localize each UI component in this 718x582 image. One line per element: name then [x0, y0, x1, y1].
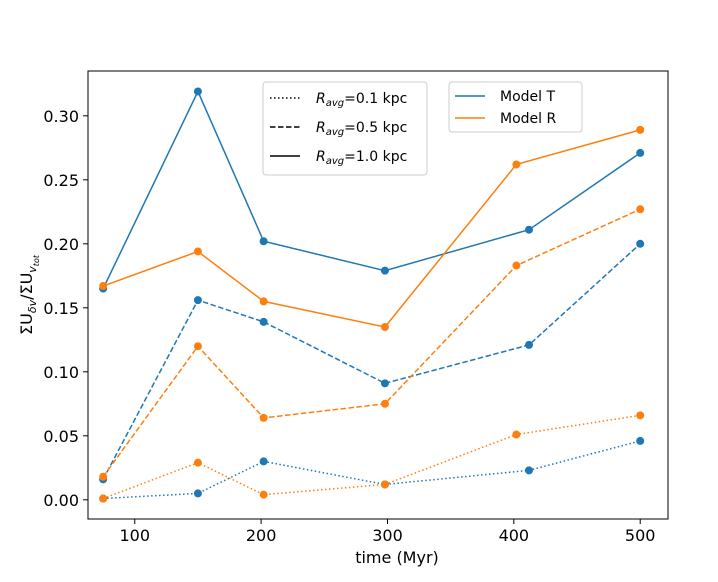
data-point-model-t-dotted-4	[525, 466, 533, 475]
legend-linestyle-entry-2: Ravg=1.0 kpc	[270, 149, 407, 167]
data-point-model-t-dotted-1	[193, 489, 202, 498]
data-point-model-r-dotted-5	[636, 411, 645, 420]
data-point-model-r-dashed-4	[512, 261, 521, 270]
series-line-model-t-dashed	[102, 243, 641, 480]
data-point-model-t-solid-4	[525, 225, 533, 234]
series-model-t-dashed	[99, 239, 645, 484]
data-point-model-r-dashed-1	[193, 342, 202, 351]
series-line-model-r-dotted	[102, 414, 641, 500]
x-tick-label-3: 400	[499, 526, 530, 545]
data-point-model-r-dotted-4	[512, 430, 521, 439]
y-tick-label-6: 0.30	[43, 107, 79, 126]
data-point-model-t-dotted-5	[636, 436, 645, 445]
data-point-model-t-solid-5	[636, 148, 645, 157]
legend-dotted-label: Ravg=0.1 kpc	[316, 91, 407, 109]
y-tick-label-0: 0.00	[43, 491, 79, 510]
series-line-model-t-solid	[102, 89, 641, 289]
data-point-model-t-dashed-5	[636, 239, 645, 248]
data-point-model-t-dashed-1	[193, 296, 202, 305]
legend-linestyle-entry-1: Ravg=0.5 kpc	[270, 120, 407, 138]
series-model-r-dashed	[99, 205, 645, 481]
data-point-model-t-solid-1	[193, 87, 202, 96]
data-point-model-t-dotted-2	[259, 457, 268, 466]
data-point-model-r-dashed-3	[380, 399, 389, 408]
x-tick-label-0: 100	[119, 526, 150, 545]
y-tick-label-4: 0.20	[43, 235, 79, 254]
data-point-model-t-dashed-2	[259, 317, 268, 326]
data-point-model-t-solid-2	[259, 237, 268, 246]
legend-linestyle-box	[262, 81, 428, 176]
data-point-model-r-dotted-2	[259, 490, 268, 499]
data-point-model-r-dashed-2	[259, 413, 268, 422]
x-tick-label-2: 300	[372, 526, 403, 545]
legend-model-entry-1: Model R	[455, 111, 556, 127]
data-point-model-t-solid-3	[380, 266, 389, 275]
legend-linestyle: Ravg=0.1 kpc Ravg=0.5 kpc Ravg=1.0 kpc	[262, 81, 428, 176]
series-line-model-r-solid	[102, 129, 641, 328]
y-axis-label-visual: ΣUδv/ΣUvtot	[17, 254, 41, 335]
axes-frame	[87, 70, 669, 520]
y-tick-label-1: 0.05	[43, 427, 79, 446]
series-line-model-r-dashed	[102, 208, 641, 478]
data-point-model-r-solid-3	[380, 323, 389, 331]
legend-model: Model T Model R	[448, 81, 583, 133]
data-point-model-r-solid-4	[512, 160, 521, 169]
legend-dashed-label: Ravg=0.5 kpc	[316, 120, 407, 138]
data-point-model-t-dashed-4	[525, 340, 533, 349]
data-point-model-r-solid-1	[193, 247, 202, 256]
legend-model-box	[448, 81, 583, 133]
data-point-model-r-solid-2	[259, 297, 268, 306]
x-tick-label-4: 500	[625, 526, 656, 545]
y-tick-label-2: 0.10	[43, 363, 79, 382]
data-point-model-r-dashed-0	[99, 472, 108, 481]
data-point-model-r-solid-5	[636, 125, 645, 134]
data-point-model-r-dashed-5	[636, 205, 645, 214]
data-point-model-r-dotted-1	[193, 458, 202, 467]
series-model-r-dotted	[99, 411, 645, 503]
x-axis-label: time (Myr)	[355, 548, 439, 567]
data-point-model-r-solid-0	[99, 282, 108, 291]
series-layer	[99, 87, 645, 503]
legend-solid-label: Ravg=1.0 kpc	[316, 149, 407, 167]
legend-model-t-label: Model T	[500, 89, 555, 105]
legend-model-entry-0: Model T	[455, 89, 555, 105]
series-model-r-solid	[99, 125, 645, 331]
y-axis-label: ΣUδv/ΣUvtot	[17, 254, 41, 335]
data-point-model-t-dashed-3	[380, 379, 389, 388]
x-tick-label-1: 200	[246, 526, 277, 545]
legend-model-r-label: Model R	[500, 111, 556, 127]
y-tick-label-5: 0.25	[43, 171, 79, 190]
series-model-t-solid	[99, 87, 645, 293]
data-point-model-r-dotted-0	[99, 494, 108, 503]
legend-linestyle-entry-0: Ravg=0.1 kpc	[270, 91, 407, 109]
axes-layer: 100 200 300 400 500 0.00 0.05 0.10 0.15 0.20 0.25 0…	[43, 70, 669, 545]
data-point-model-r-dotted-3	[380, 480, 389, 489]
y-tick-label-3: 0.15	[43, 299, 79, 318]
